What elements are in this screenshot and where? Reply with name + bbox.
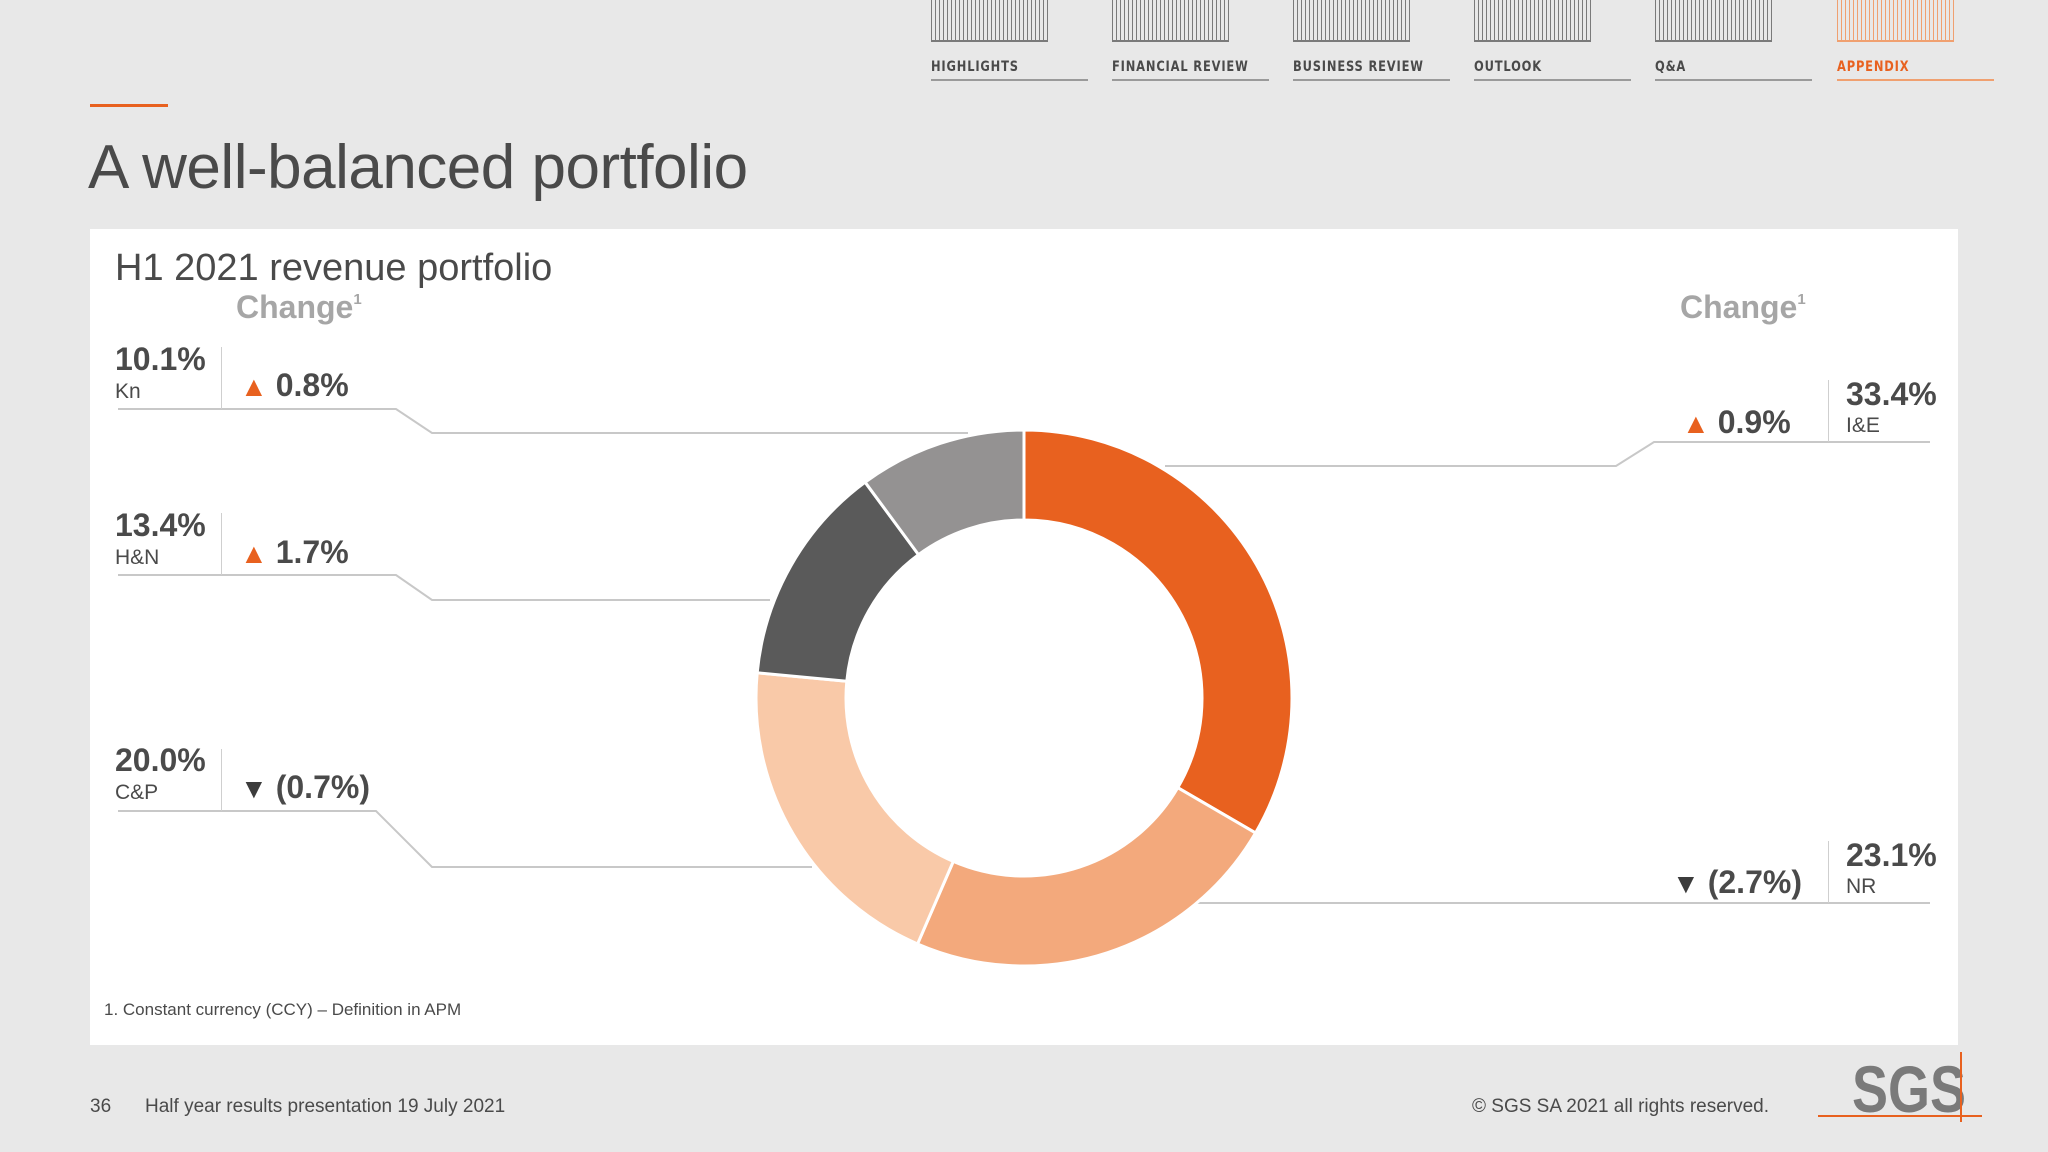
change-header-right: Change1 [1680,289,1806,326]
segment-share: 33.4% [1846,376,1937,412]
sgs-logo: SGS [1818,1052,1982,1122]
nav-label: FINANCIAL REVIEW [1112,59,1249,75]
triangle-up-icon: ▲ [240,538,268,569]
change-value: 0.9% [1717,404,1791,440]
leader-line-hn [118,574,770,601]
label-divider [1828,841,1829,903]
footnote-marker: 1 [353,291,362,309]
donut [754,428,1294,968]
change-header-text: Change [1680,289,1798,325]
nav-underline [1837,79,1994,81]
barcode-icon [1655,0,1772,42]
nav-outlook[interactable]: OUTLOOK [1474,0,1631,82]
title-accent-bar [90,104,168,107]
donut-slice-ie [1022,428,1294,836]
segment-change: ▲ 0.8% [240,367,349,404]
barcode-icon [1474,0,1591,42]
nav-label: Q&A [1655,59,1687,75]
nav-underline [1112,79,1269,81]
change-value: (2.7%) [1707,864,1802,900]
donut-slice-kn [863,428,1026,557]
triangle-up-icon: ▲ [240,371,268,402]
change-value: (0.7%) [275,769,370,805]
nav-qa[interactable]: Q&A [1655,0,1812,82]
triangle-down-icon: ▼ [1672,868,1700,899]
barcode-icon [1112,0,1229,42]
segment-share: 20.0% [115,742,206,778]
nav-appendix[interactable]: APPENDIX [1837,0,1994,82]
nav-label: APPENDIX [1837,59,1910,75]
change-header-left: Change1 [236,289,362,326]
segment-name: Kn [115,380,141,403]
nav-label: BUSINESS REVIEW [1293,59,1424,75]
nav-financial-review[interactable]: FINANCIAL REVIEW [1112,0,1269,82]
chart-title: H1 2021 revenue portfolio [115,247,553,289]
nav-underline [1655,79,1812,81]
segment-share: 10.1% [115,341,206,377]
change-value: 1.7% [275,534,349,570]
barcode-icon [1837,0,1954,42]
segment-change: ▼ (2.7%) [1672,864,1802,901]
barcode-icon [1293,0,1410,42]
segment-name: H&N [115,546,160,569]
copyright-text: © SGS SA 2021 all rights reserved. [1472,1096,1770,1117]
label-divider [221,513,222,575]
chart-card: H1 2021 revenue portfolio Change1 Change… [90,229,1958,1045]
leader-lines [118,408,1930,904]
footnote-marker: 1 [1797,291,1806,309]
presentation-title: Half year results presentation 19 July 2… [145,1096,506,1117]
page-title: A well-balanced portfolio [88,133,748,202]
change-value: 0.8% [275,367,349,403]
leader-line-ie [1165,441,1930,467]
nav-highlights[interactable]: HIGHLIGHTS [931,0,1088,82]
segment-share: 23.1% [1846,837,1937,873]
top-navigation: HIGHLIGHTS FINANCIAL REVIEW BUSINESS REV… [931,0,2001,82]
footnote: 1. Constant currency (CCY) – Definition … [104,1000,462,1019]
donut-chart [118,408,1930,968]
nav-label: OUTLOOK [1474,59,1542,75]
segment-name: NR [1846,875,1877,898]
donut-slice-cp [754,671,956,946]
triangle-up-icon: ▲ [1682,408,1710,439]
barcode-icon [931,0,1048,42]
segment-name: I&E [1846,414,1880,437]
logo-text: SGS [1852,1052,1966,1122]
nav-business-review[interactable]: BUSINESS REVIEW [1293,0,1450,82]
segment-change: ▲ 1.7% [240,534,349,571]
page-number: 36 [90,1096,112,1117]
segment-share: 13.4% [115,507,206,543]
nav-label: HIGHLIGHTS [931,59,1019,75]
segment-change: ▲ 0.9% [1682,404,1791,441]
nav-underline [1474,79,1631,81]
triangle-down-icon: ▼ [240,773,268,804]
nav-underline [1293,79,1450,81]
segment-change: ▼ (0.7%) [240,769,370,806]
leader-line-kn [118,408,968,434]
nav-underline [931,79,1088,81]
donut-slice-nr [915,785,1258,968]
segment-name: C&P [115,781,159,804]
label-divider [221,347,222,409]
leader-line-cp [118,810,812,868]
label-divider [221,749,222,811]
change-header-text: Change [236,289,354,325]
label-divider [1828,380,1829,442]
